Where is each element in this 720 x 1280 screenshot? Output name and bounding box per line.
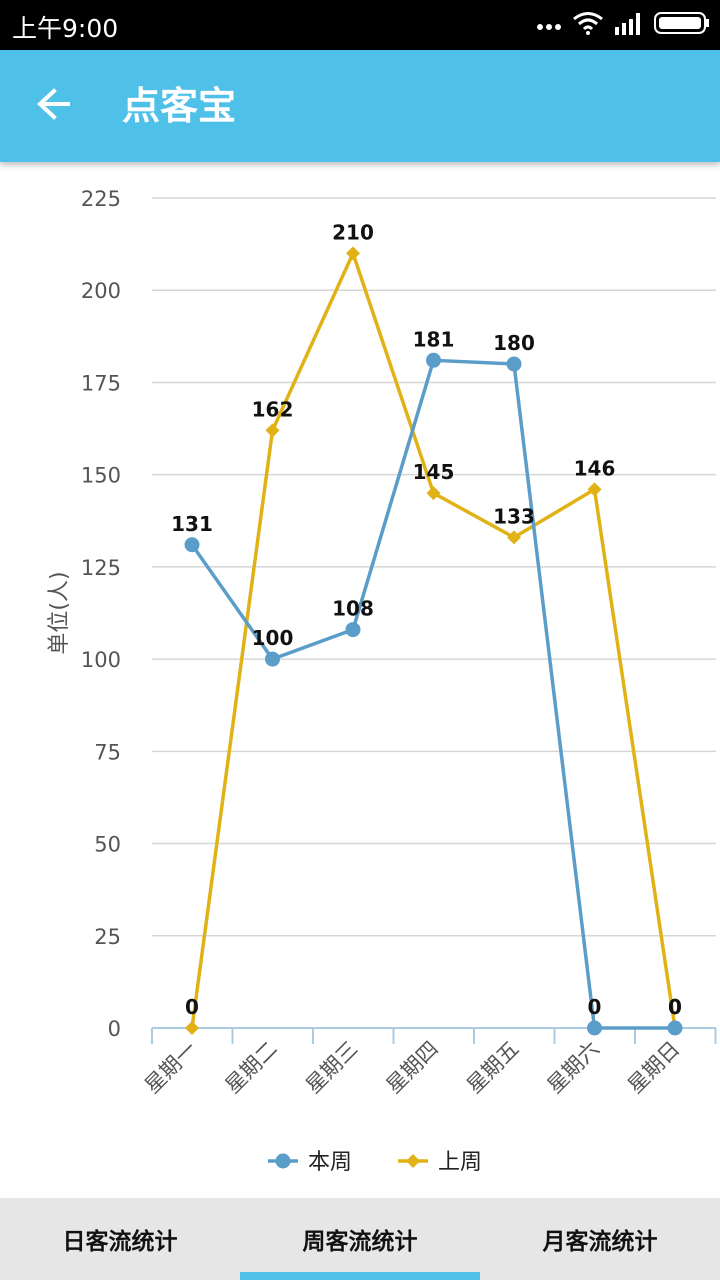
data-label: 0 (668, 995, 682, 1019)
data-label: 181 (413, 327, 455, 351)
legend-label: 本周 (308, 1150, 352, 1175)
y-tick-label: 75 (94, 740, 121, 764)
data-label: 0 (668, 995, 682, 1019)
x-tick-label: 星期六 (543, 1037, 605, 1099)
legend-marker (406, 1154, 420, 1168)
data-label: 146 (574, 456, 616, 480)
app-bar: 点客宝 (0, 50, 720, 162)
x-tick-label: 星期五 (462, 1037, 524, 1099)
data-label: 162 (252, 397, 294, 421)
status-bar: 上午9:00 (0, 0, 720, 50)
legend-marker (275, 1153, 291, 1169)
status-icons (536, 10, 710, 40)
y-tick-label: 100 (81, 648, 121, 672)
y-axis-label: 单位(人) (47, 571, 72, 654)
data-point-this-week (506, 356, 522, 372)
tab-bar: 日客流统计 周客流统计 月客流统计 (0, 1198, 720, 1280)
data-label: 133 (493, 504, 535, 528)
y-tick-label: 150 (81, 464, 121, 488)
data-label: 0 (185, 995, 199, 1019)
wifi-icon (572, 11, 604, 39)
x-tick-label: 星期一 (140, 1037, 202, 1099)
y-tick-label: 50 (94, 833, 121, 857)
battery-icon (654, 11, 710, 39)
status-time: 上午9:00 (12, 14, 119, 43)
y-tick-label: 175 (81, 371, 121, 395)
x-tick-label: 星期日 (623, 1037, 685, 1099)
signal-icon (614, 11, 644, 39)
x-tick-label: 星期二 (221, 1037, 283, 1099)
data-point-last-week (507, 530, 521, 545)
y-tick-label: 200 (81, 279, 121, 303)
data-label: 108 (332, 597, 374, 621)
back-button[interactable] (22, 80, 86, 132)
data-label: 100 (252, 626, 294, 650)
data-label: 145 (413, 460, 455, 484)
data-label: 131 (171, 512, 213, 536)
data-point-last-week (426, 486, 441, 501)
data-label: 180 (493, 331, 535, 355)
x-tick-label: 星期四 (382, 1037, 444, 1099)
x-tick-label: 星期三 (301, 1037, 363, 1099)
y-tick-label: 25 (94, 925, 121, 949)
data-point-this-week (265, 651, 280, 667)
data-label: 0 (588, 995, 602, 1019)
chart-svg: 0 25 50 75 100 125 150 175 200 225 星期一 星期二 星期三 星期四 星期五… (47, 187, 717, 1175)
tab-monthly[interactable]: 月客流统计 (542, 1229, 658, 1255)
data-point-this-week (426, 352, 441, 368)
tab-daily[interactable]: 日客流统计 (62, 1229, 178, 1255)
data-point-this-week (184, 537, 200, 553)
data-point-last-week (587, 482, 602, 497)
line-chart: 0 25 50 75 100 125 150 175 200 225 星期一 星期二 星期三 星期四 星期五… (0, 162, 720, 1198)
y-tick-label: 0 (108, 1017, 121, 1041)
arrow-left-icon (36, 88, 72, 124)
data-point-this-week (667, 1020, 683, 1036)
data-point-last-week (185, 1021, 199, 1035)
data-point-this-week (345, 622, 361, 638)
tab-indicator (240, 1272, 480, 1280)
app-title: 点客宝 (122, 84, 237, 128)
y-tick-label: 225 (81, 187, 121, 211)
y-tick-label: 125 (81, 556, 121, 580)
more-dots-icon (536, 16, 562, 35)
data-label: 210 (332, 220, 374, 244)
data-point-last-week (265, 423, 280, 438)
tab-weekly[interactable]: 周客流统计 (302, 1229, 418, 1255)
data-point-last-week (346, 246, 360, 261)
data-point-this-week (587, 1020, 602, 1036)
legend-label: 上周 (438, 1150, 482, 1175)
